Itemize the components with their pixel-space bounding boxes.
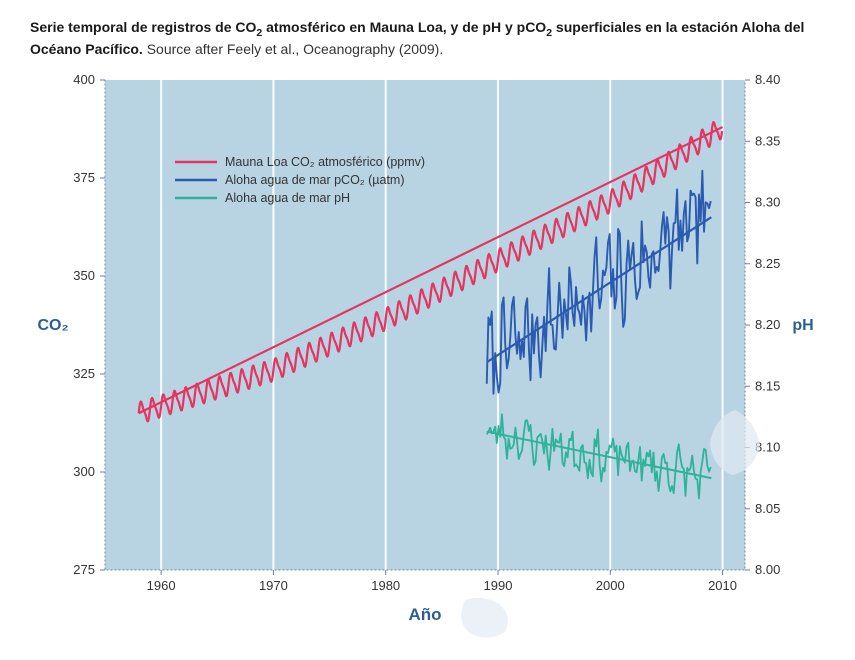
title-part-a: Serie temporal de registros de CO	[30, 19, 256, 35]
xtick-label: 2000	[596, 578, 625, 593]
ytick-label-left: 275	[73, 562, 95, 577]
title-source: Source after Feely et al., Oceanography …	[143, 41, 443, 57]
ytick-label-left: 300	[73, 464, 95, 479]
legend-label: Aloha agua de mar pCO₂ (µatm)	[225, 173, 405, 187]
title-part-b: atmosférico en Mauna Loa, y de pH y pCO	[262, 19, 546, 35]
ytick-label-left: 400	[73, 72, 95, 87]
xtick-label: 2010	[708, 578, 737, 593]
plot-background	[105, 80, 745, 570]
xtick-label: 1970	[259, 578, 288, 593]
ytick-label-right: 8.05	[755, 501, 780, 516]
ytick-label-right: 8.25	[755, 256, 780, 271]
x-axis-title: Año	[408, 605, 441, 624]
decorative-blob-icon	[461, 598, 508, 638]
ytick-label-left: 375	[73, 170, 95, 185]
legend-label: Mauna Loa CO₂ atmosférico (ppmv)	[225, 155, 425, 169]
y-left-label: CO₂	[37, 317, 68, 334]
ytick-label-left: 350	[73, 268, 95, 283]
xtick-label: 1980	[371, 578, 400, 593]
ytick-label-right: 8.35	[755, 133, 780, 148]
ytick-label-right: 8.20	[755, 317, 780, 332]
xtick-label: 1960	[147, 578, 176, 593]
ytick-label-right: 8.30	[755, 195, 780, 210]
ytick-label-right: 8.15	[755, 378, 780, 393]
xtick-label: 1990	[484, 578, 513, 593]
chart-svg: Mauna Loa CO₂ atmosférico (ppmv) Aloha ag…	[30, 70, 825, 640]
ytick-label-right: 8.40	[755, 72, 780, 87]
ytick-label-left: 325	[73, 366, 95, 381]
legend-label: Aloha agua de mar pH	[225, 191, 350, 205]
chart-container: Mauna Loa CO₂ atmosférico (ppmv) Aloha ag…	[30, 70, 825, 640]
ytick-label-right: 8.00	[755, 562, 780, 577]
y-right-label: pH	[792, 317, 813, 334]
chart-title: Serie temporal de registros de CO2 atmos…	[0, 0, 855, 69]
